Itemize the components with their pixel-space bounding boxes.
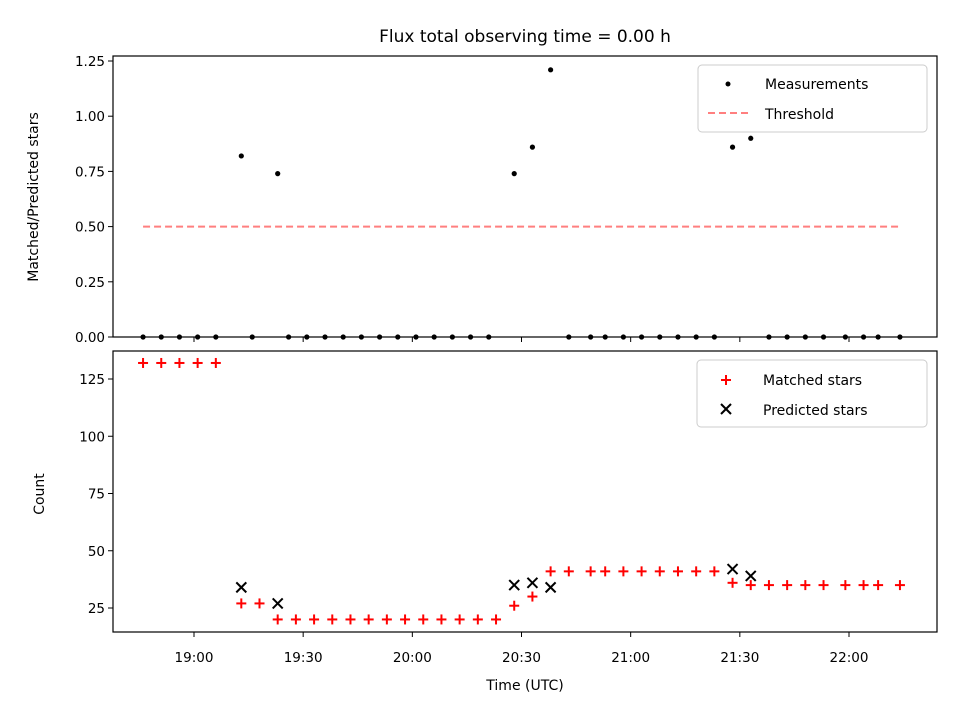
x-tick-label: 22:00 [830,650,869,666]
bottom-legend: Matched stars Predicted stars [696,359,928,428]
top-y-tick-label: 1.25 [75,54,105,70]
bottom-y-axis-label: Count [32,473,48,515]
bottom-y-tick-label: 25 [88,601,105,617]
predicted-x-b [544,581,557,594]
predicted-x-b [745,570,757,582]
matched-star-point [290,614,301,625]
matched-star-point [254,598,265,609]
measurement-point [729,144,736,150]
predicted-x-b [508,579,520,591]
x-tick-label: 20:00 [393,650,432,666]
x-tick-label: 20:30 [502,650,541,666]
matched-star-point [545,566,556,577]
matched-star-point [381,614,392,625]
top-y-tick-label: 0.75 [75,164,105,180]
measurement-point [511,171,517,177]
measurement-point [238,153,244,159]
matched-star-point [236,598,247,609]
predicted-star-point [271,597,284,610]
legend-predicted-label: Predicted stars [763,403,868,419]
matched-star-point [745,580,756,591]
measurement-point [275,171,281,177]
top-y-tick-label: 1.00 [75,109,105,125]
matched-star-point [509,600,520,611]
matched-star-point [600,566,611,577]
matched-star-point [858,580,869,591]
top-y-tick-label: 0.50 [75,220,105,236]
matched-star-point [192,357,203,368]
legend-measurements-marker [725,81,731,87]
bottom-plot-frame [112,350,938,633]
matched-star-point [763,580,774,591]
matched-star-point [618,566,629,577]
bottom-y-tick-label: 100 [79,429,105,445]
top-chart-title: Flux total observing time = 0.00 h [379,27,671,47]
legend-predicted-marker [720,403,732,415]
matched-star-point [418,614,429,625]
matched-star-point [636,566,647,577]
matched-star-point [436,614,447,625]
matched-star-point [272,614,283,625]
matched-star-point [563,566,574,577]
matched-star-point [527,591,538,602]
predicted-star-point [544,581,557,594]
predicted-x-b [271,597,284,610]
legend-matched-marker [721,375,731,385]
matched-star-point [400,614,411,625]
top-y-axis-label: Matched/Predicted stars [26,112,42,282]
matched-star-point [309,614,320,625]
predicted-x-b [235,581,248,594]
predicted-star-point [235,581,248,594]
matched-star-point [174,357,185,368]
top-plot-frame [112,55,938,338]
matched-star-point [840,580,851,591]
legend-threshold-label: Threshold [764,107,834,123]
matched-star-point [691,566,702,577]
predicted-star-point [726,563,739,575]
matched-star-point [210,357,221,368]
top-legend: Measurements Threshold [697,64,928,133]
measurement-point [748,135,754,141]
matched-star-point [138,357,149,368]
x-tick-label: 19:30 [284,650,323,666]
predicted-star-point [745,570,757,582]
top-plot-area: 0.00 0.25 0.50 0.75 1.00 1.25 [75,54,903,346]
matched-star-point [782,580,793,591]
predicted-x-b [526,577,539,589]
bottom-y-tick-label: 50 [88,544,105,560]
matched-star-point [585,566,596,577]
matched-star-point [491,614,502,625]
matched-star-point [345,614,356,625]
matched-star-point [472,614,483,625]
bottom-y-tick-label: 75 [88,487,105,503]
matched-star-point [873,580,884,591]
matched-star-point [800,580,811,591]
top-y-tick-label: 0.25 [75,275,105,291]
matched-star-point [727,577,738,588]
matched-star-point [363,614,374,625]
bottom-y-tick-label: 125 [79,372,105,388]
matched-star-point [454,614,465,625]
matched-star-point [894,580,905,591]
x-tick-label: 21:30 [720,650,759,666]
measurement-point [529,144,536,150]
matched-star-point [156,357,167,368]
top-y-tick-label: 0.00 [75,330,105,346]
matched-star-point [654,566,665,577]
x-tick-label: 21:00 [611,650,650,666]
matched-star-point [709,566,720,577]
predicted-x-b [726,563,739,575]
x-tick-label: 19:00 [175,650,214,666]
predicted-star-point [526,577,539,589]
bottom-plot-area: 25 50 75 100 125 19:00 19:30 20:00 20:30 21:00 21:… [79,357,905,666]
x-axis-label: Time (UTC) [485,678,563,694]
matched-star-point [818,580,829,591]
legend-measurements-label: Measurements [765,77,868,93]
legend-matched-label: Matched stars [763,373,862,389]
matched-star-point [327,614,338,625]
predicted-star-point [508,579,520,591]
matched-star-point [672,566,683,577]
measurement-point [548,67,554,73]
